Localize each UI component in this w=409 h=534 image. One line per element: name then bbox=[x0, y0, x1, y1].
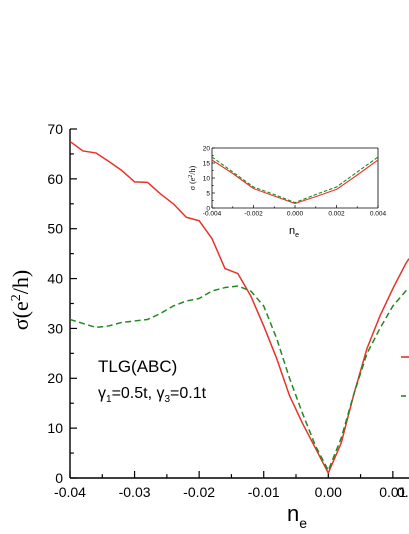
main-x-tick-label: 0.00 bbox=[315, 484, 342, 500]
annotation: TLG(ABC) γ1=0.5t, γ3=0.1t bbox=[98, 357, 207, 405]
inset-series-solid-line bbox=[212, 159, 378, 205]
main-y-tick-label: 30 bbox=[47, 320, 63, 336]
x-axis-label: ne bbox=[287, 501, 307, 529]
main-x-tick-label: -0.01 bbox=[248, 484, 280, 500]
inset-x-tick-label: -0.002 bbox=[244, 211, 263, 218]
main-y-tick-label: 70 bbox=[47, 121, 63, 137]
inset-x-tick-label: 0.004 bbox=[370, 211, 387, 218]
main-y-tick-label: 40 bbox=[47, 270, 63, 286]
main-x-tick-label: -0.04 bbox=[54, 484, 86, 500]
main-y-tick-label: 20 bbox=[47, 370, 63, 386]
main-x-tick-label-clipped: 0. bbox=[397, 484, 409, 500]
main-x-tick-label: 0.01 bbox=[379, 484, 406, 500]
x-axis-label-sub: e bbox=[299, 515, 307, 529]
annotation-g3-symbol: γ bbox=[156, 385, 164, 402]
inset-y-tick-label: 20 bbox=[203, 145, 211, 152]
inset-series-group bbox=[212, 156, 378, 205]
x-axis-label-main: n bbox=[287, 501, 299, 526]
annotation-g1-value: =0.5t, bbox=[112, 385, 157, 402]
inset-series-dashed-line bbox=[212, 156, 378, 204]
y-axis-label: σ(e2/h) bbox=[8, 270, 33, 330]
inset-y-tick-label: 0 bbox=[206, 205, 210, 212]
annotation-g1-symbol: γ bbox=[98, 385, 106, 402]
main-series-group bbox=[70, 140, 409, 474]
inset-x-axis-label-main: n bbox=[289, 225, 295, 237]
y-axis-label-pre: σ(e bbox=[8, 301, 33, 330]
inset-y-tick-label: 5 bbox=[206, 190, 210, 197]
main-x-tick-label: -0.02 bbox=[183, 484, 215, 500]
inset-y-axis-label-pre: σ (e bbox=[188, 177, 197, 190]
inset-x-axis-label-sub: e bbox=[295, 232, 299, 239]
legend-clipped bbox=[401, 356, 409, 397]
inset-y-axis-label-post: /h) bbox=[188, 165, 197, 174]
inset-y-tick-label: 15 bbox=[203, 160, 211, 167]
annotation-g3-sub: 3 bbox=[164, 394, 170, 405]
main-y-tick-label: 0 bbox=[55, 470, 63, 486]
main-x-tick-label: -0.03 bbox=[119, 484, 151, 500]
main-series-dashed-line bbox=[70, 285, 409, 472]
annotation-g3-value: =0.1t bbox=[170, 385, 207, 402]
inset-y-axis-label-sup: 2 bbox=[188, 175, 194, 178]
inset-x-tick-label: 0.000 bbox=[287, 211, 304, 218]
y-axis-label-post: /h) bbox=[8, 270, 33, 294]
annotation-line2: γ1=0.5t, γ3=0.1t bbox=[98, 385, 207, 405]
inset-x-tick-label: 0.002 bbox=[328, 211, 345, 218]
inset-x-tick-label: -0.004 bbox=[203, 211, 222, 218]
annotation-line1: TLG(ABC) bbox=[98, 357, 177, 376]
y-axis-label-sup: 2 bbox=[9, 294, 24, 301]
main-y-tick-label: 60 bbox=[47, 171, 63, 187]
inset-y-tick-label: 10 bbox=[203, 175, 211, 182]
main-y-tick-label: 10 bbox=[47, 420, 63, 436]
annotation-g1-sub: 1 bbox=[106, 394, 112, 405]
inset-x-axis-label: ne bbox=[289, 225, 299, 239]
inset-plot: 0 5 10 15 20 -0.004 -0.002 0.000 0.002 0.004 bbox=[203, 145, 387, 217]
main-series-solid-line bbox=[70, 140, 409, 474]
main-y-tick-label: 50 bbox=[47, 221, 63, 237]
inset-y-axis-label: σ (e2/h) bbox=[188, 165, 197, 190]
